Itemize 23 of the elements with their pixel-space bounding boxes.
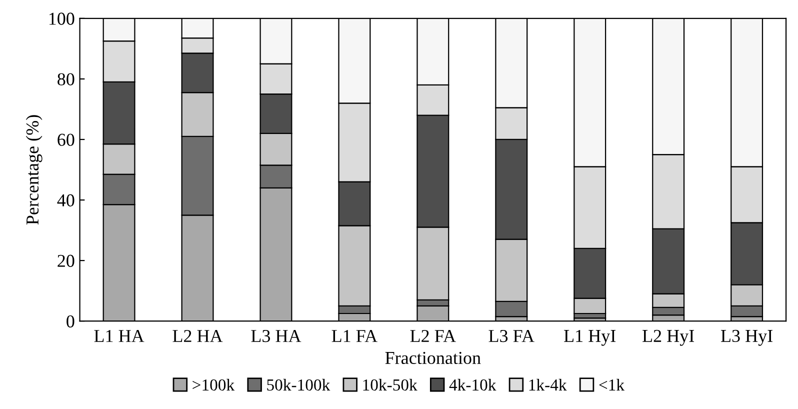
legend-label: <1k (599, 378, 624, 390)
x-tick-label: L2 HyI (642, 330, 694, 346)
legend-label: 50k-100k (267, 378, 330, 391)
y-tick-label: 40 (57, 194, 74, 206)
x-tick-label: L1 FA (332, 330, 378, 342)
x-tick-label: L1 HA (94, 330, 144, 342)
x-tick-label: L1 HyI (564, 330, 616, 346)
y-tick-label: 0 (66, 315, 74, 328)
x-tick-label: L2 HA (172, 330, 223, 342)
x-tick-label: L2 FA (410, 330, 456, 342)
y-axis-title: Percentage (%) (26, 115, 42, 225)
x-tick-label: L3 HA (251, 330, 302, 342)
y-tick-label: 80 (58, 73, 74, 86)
y-tick-label: 20 (58, 254, 74, 267)
legend-label: 10k-50k (363, 378, 418, 391)
legend-label: >100k (192, 378, 235, 391)
y-tick-label: 100 (49, 12, 74, 25)
legend-label: 4k-10k (449, 378, 496, 391)
x-axis-title: Fractionation (385, 352, 481, 364)
legend-label: 1k-4k (529, 378, 567, 390)
x-tick-label: L3 FA (488, 330, 534, 342)
x-tick-label: L3 HyI (720, 330, 772, 346)
y-tick-label: 60 (58, 134, 74, 146)
